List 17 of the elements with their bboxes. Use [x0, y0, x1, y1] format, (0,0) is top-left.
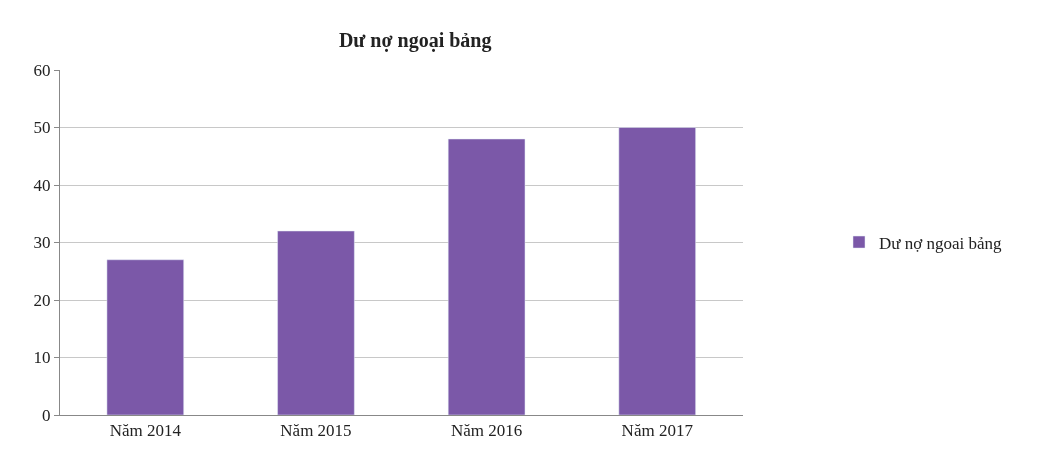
y-tick-label: 20 — [33, 290, 51, 310]
legend-label: Dư nợ ngoai bảng — [879, 233, 1003, 253]
y-tick-label: 60 — [33, 60, 51, 80]
x-tick-label: Năm 2015 — [280, 421, 352, 441]
y-tick-label: 40 — [33, 175, 51, 195]
bar — [277, 230, 355, 415]
y-tick-label: 10 — [33, 348, 51, 368]
x-tick-label: Năm 2017 — [621, 421, 694, 441]
y-tick-label: 0 — [42, 405, 51, 425]
x-tick-label: Năm 2016 — [450, 421, 523, 441]
bar — [447, 138, 526, 415]
bar — [618, 127, 696, 415]
y-tick-label: 30 — [33, 233, 51, 253]
y-tick-label: 50 — [33, 118, 51, 138]
bar — [106, 259, 184, 415]
chart-title: Dư nợ ngoại bảng — [338, 28, 492, 52]
x-tick-label: Năm 2014 — [109, 421, 182, 441]
